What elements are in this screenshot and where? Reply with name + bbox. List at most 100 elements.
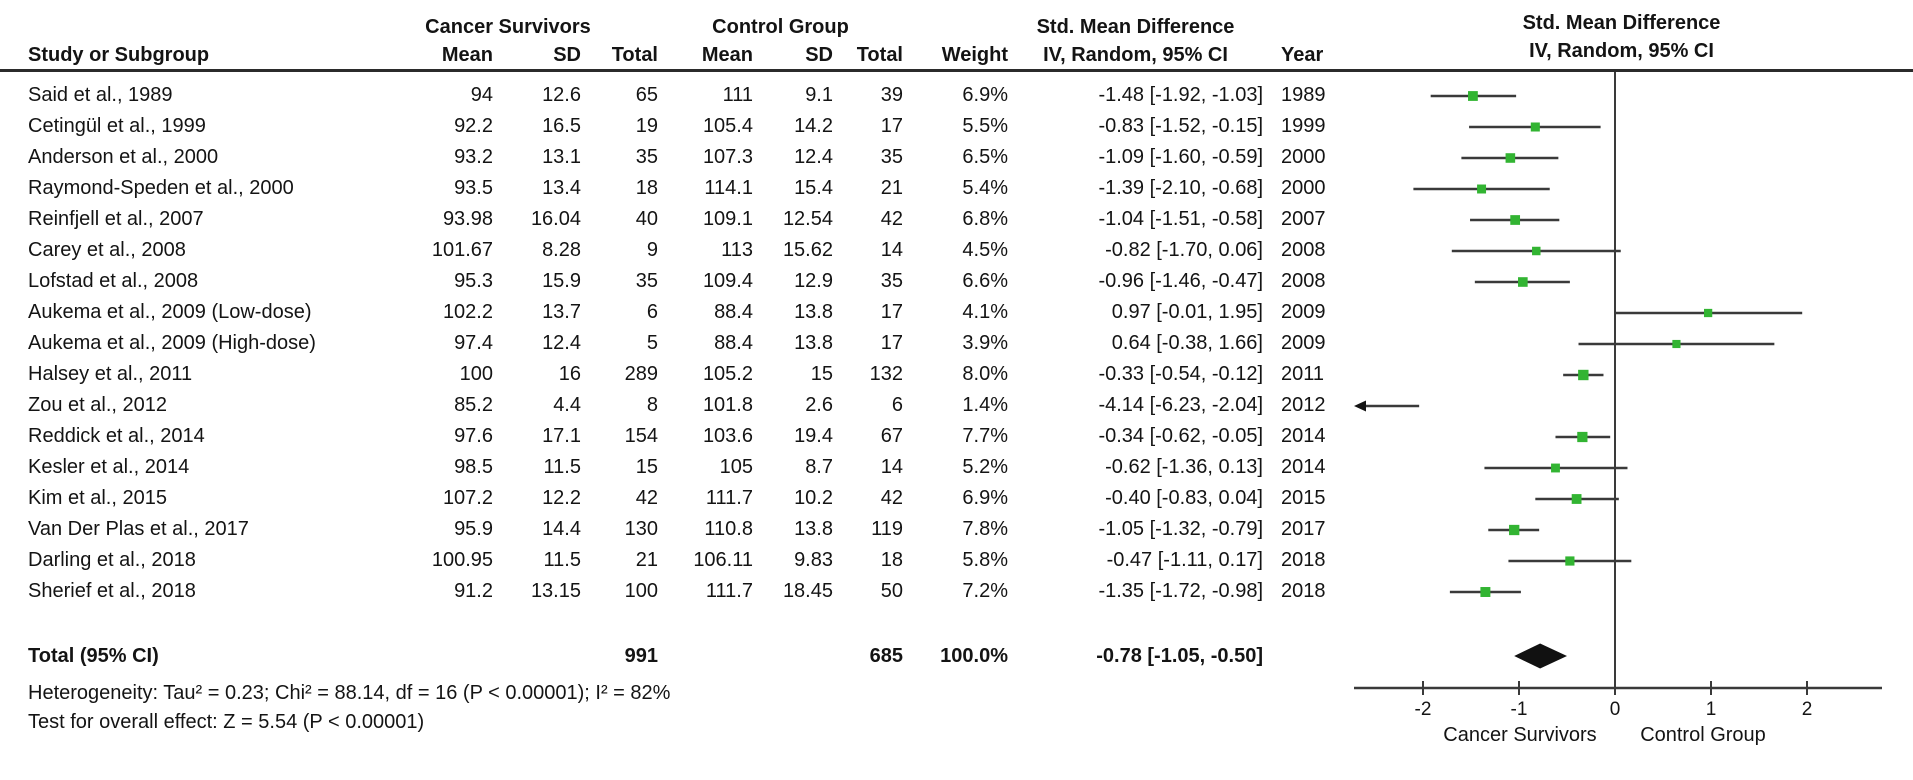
cs-sd: 12.6 — [542, 84, 581, 106]
effect-marker — [1571, 494, 1582, 504]
cs-sd: 13.4 — [542, 177, 581, 199]
effect-marker — [1518, 277, 1528, 287]
weight: 4.1% — [962, 301, 1008, 323]
table-row: Sherief et al., 2018 91.2 13.15 100 111.7 18.… — [0, 576, 1340, 607]
weight: 7.2% — [962, 580, 1008, 602]
control-mean: 114.1 — [704, 177, 753, 199]
control-sd: 12.54 — [782, 208, 833, 230]
effect-marker — [1480, 587, 1491, 597]
control-sd: 10.2 — [794, 487, 833, 509]
cs-sd: 11.5 — [543, 549, 581, 571]
column-header-row: Study or Subgroup Mean SD Total Mean SD … — [0, 40, 1340, 71]
cs-sd: 16.04 — [530, 208, 581, 230]
col-header-study: Study or Subgroup — [28, 44, 210, 66]
control-sd: 13.8 — [794, 301, 833, 323]
table-row: Said et al., 1989 94 12.6 65 111 9.1 39 6.9% -1.… — [0, 80, 1340, 111]
smd-ci-text: -0.47 [-1.11, 0.17] — [1106, 549, 1263, 571]
total-row: Total (95% CI) 991 685 100.0% -0.78 [-1.… — [0, 641, 1340, 672]
heterogeneity-stats: Heterogeneity: Tau² = 0.23; Chi² = 88.14… — [28, 682, 671, 704]
smd-ci-text: -1.39 [-2.10, -0.68] — [1098, 177, 1263, 199]
control-mean: 107.3 — [702, 146, 753, 168]
weight: 5.5% — [962, 115, 1008, 137]
smd-ci-text: -1.35 [-1.72, -0.98] — [1098, 580, 1263, 602]
effect-marker — [1703, 308, 1713, 318]
control-mean: 88.4 — [714, 332, 753, 354]
control-sd: 15 — [810, 363, 833, 385]
smd-ci-text: -0.40 [-0.83, 0.04] — [1105, 487, 1263, 509]
cs-mean: 85.2 — [454, 394, 493, 416]
cs-total: 130 — [624, 518, 658, 540]
cs-mean: 93.98 — [442, 208, 493, 230]
cs-mean: 91.2 — [454, 580, 493, 602]
cs-mean: 107.2 — [442, 487, 493, 509]
year: 2008 — [1281, 270, 1326, 292]
control-total: 17 — [880, 115, 903, 137]
table-row: Reinfjell et al., 2007 93.98 16.04 40 109.1 1… — [0, 204, 1340, 235]
effect-marker — [1505, 153, 1516, 163]
group-header-control-group: Control Group — [712, 16, 849, 38]
control-total: 42 — [880, 487, 903, 509]
effect-marker — [1578, 369, 1589, 381]
year: 2009 — [1281, 301, 1326, 323]
cs-total: 6 — [646, 301, 658, 323]
cs-total: 5 — [646, 332, 658, 354]
cs-mean: 97.4 — [454, 332, 493, 354]
control-mean: 111 — [722, 84, 753, 106]
cs-total: 18 — [635, 177, 658, 199]
control-total: 67 — [880, 425, 903, 447]
control-mean: 88.4 — [714, 301, 753, 323]
cs-total: 21 — [635, 549, 658, 571]
cs-mean: 98.5 — [454, 456, 493, 478]
cs-sd: 12.4 — [542, 332, 581, 354]
cs-mean: 97.6 — [454, 425, 493, 447]
control-mean: 105 — [719, 456, 753, 478]
control-total: 132 — [869, 363, 903, 385]
cs-mean: 94 — [470, 84, 493, 106]
study-name: Sherief et al., 2018 — [28, 580, 196, 602]
control-sd: 12.4 — [794, 146, 833, 168]
table-row: Anderson et al., 2000 93.2 13.1 35 107.3 12.4… — [0, 142, 1340, 173]
study-name: Aukema et al., 2009 (Low-dose) — [28, 301, 312, 323]
cs-total: 8 — [646, 394, 658, 416]
effect-marker — [1532, 246, 1541, 256]
control-sd: 9.1 — [805, 84, 833, 106]
study-name: Darling et al., 2018 — [28, 549, 196, 571]
cs-mean: 100.95 — [431, 549, 493, 571]
col-header-weight: Weight — [941, 44, 1008, 66]
smd-ci-text: -0.62 [-1.36, 0.13] — [1105, 456, 1263, 478]
cs-sd: 13.15 — [530, 580, 581, 602]
total-cs-total: 991 — [624, 645, 658, 667]
header-divider — [0, 69, 1913, 72]
weight: 6.8% — [962, 208, 1008, 230]
year: 2015 — [1281, 487, 1326, 509]
effect-marker — [1468, 91, 1478, 101]
axis-tick-label: 2 — [1802, 699, 1813, 720]
table-row: Darling et al., 2018 100.95 11.5 21 106.11 9.… — [0, 545, 1340, 576]
col-header-iv-ci: IV, Random, 95% CI — [1043, 44, 1228, 66]
control-mean: 103.6 — [702, 425, 753, 447]
cs-mean: 102.2 — [442, 301, 493, 323]
year: 2008 — [1281, 239, 1326, 261]
control-total: 35 — [880, 146, 903, 168]
smd-ci-text: 0.97 [-0.01, 1.95] — [1111, 301, 1263, 323]
effect-marker — [1530, 122, 1540, 132]
year: 2000 — [1281, 177, 1326, 199]
study-name: Said et al., 1989 — [28, 84, 173, 106]
control-mean: 105.4 — [702, 115, 753, 137]
col-header-cs-mean: Mean — [441, 44, 493, 66]
weight: 3.9% — [962, 332, 1008, 354]
table-row: Halsey et al., 2011 100 16 289 105.2 15 132 8.0… — [0, 359, 1340, 390]
cs-total: 289 — [624, 363, 658, 385]
control-sd: 12.9 — [794, 270, 833, 292]
cs-mean: 93.5 — [454, 177, 493, 199]
weight: 7.7% — [962, 425, 1008, 447]
cs-total: 35 — [635, 270, 658, 292]
cs-sd: 16 — [558, 363, 581, 385]
table-row: Van Der Plas et al., 2017 95.9 14.4 130 110.… — [0, 514, 1340, 545]
weight: 7.8% — [962, 518, 1008, 540]
study-name: Reinfjell et al., 2007 — [28, 208, 204, 230]
smd-ci-text: -0.83 [-1.52, -0.15] — [1098, 115, 1263, 137]
total-weight: 100.0% — [940, 645, 1008, 667]
study-name: Kim et al., 2015 — [28, 487, 167, 509]
overall-effect-test: Test for overall effect: Z = 5.54 (P < 0… — [28, 711, 425, 733]
